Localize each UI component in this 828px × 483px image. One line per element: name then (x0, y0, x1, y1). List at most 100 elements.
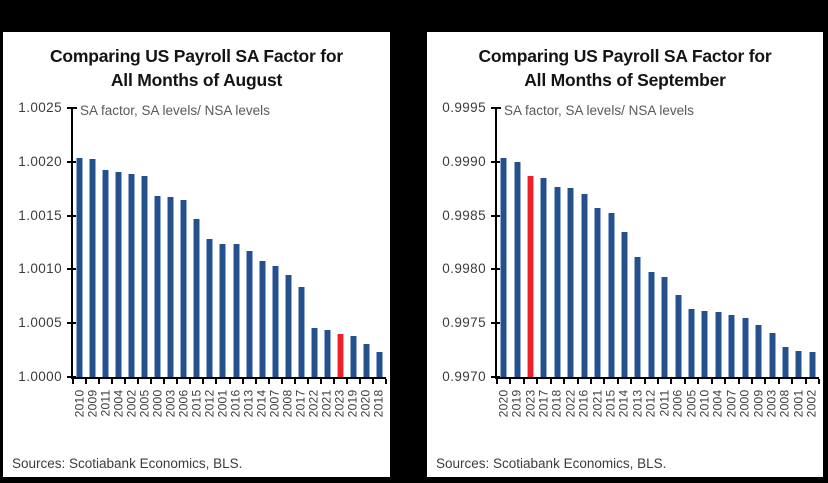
x-axis-tick-label: 2004 (111, 389, 126, 418)
bar-2003 (167, 197, 175, 377)
x-axis-tick-label: 2018 (549, 389, 564, 418)
bar-2013 (634, 256, 642, 377)
x-axis-tick-label: 2020 (496, 389, 511, 418)
bar-2007 (271, 266, 279, 377)
x-axis-tick (818, 379, 820, 384)
y-axis-tick-label: 1.0010 (18, 261, 62, 277)
x-axis-tick (576, 379, 579, 384)
chart-title-line2: All Months of September (524, 70, 726, 90)
x-axis-tick (385, 379, 387, 384)
source-note: Sources: Scotiabank Economics, BLS. (12, 456, 243, 471)
bar-2020 (362, 343, 370, 377)
x-axis-line (495, 377, 819, 379)
x-axis-tick (371, 379, 374, 384)
bar-2019 (349, 336, 357, 377)
x-axis-tick-label: 2001 (791, 389, 806, 418)
x-axis-line (71, 377, 386, 379)
y-axis-tick-label: 0.9980 (442, 261, 486, 277)
x-axis-tick-label: 2009 (751, 389, 766, 418)
x-axis-tick (643, 379, 646, 384)
chart-title-line2: All Months of August (110, 70, 283, 90)
bar-2012 (647, 271, 655, 377)
x-axis-tick-label: 2011 (657, 389, 672, 417)
bar-2000 (154, 196, 162, 377)
y-axis-line (495, 107, 497, 379)
x-axis-tick (111, 379, 114, 384)
x-axis-tick-label: 2004 (710, 389, 725, 418)
x-axis-tick (616, 379, 619, 384)
y-axis-labels: 1.0000 1.0005 1.0010 1.0015 1.0020 1.0025 (3, 100, 65, 384)
x-axis-tick (241, 379, 244, 384)
x-axis-tick-label: 2000 (737, 389, 752, 418)
y-axis-tick-label: 0.9975 (442, 315, 486, 331)
x-axis-tick (657, 379, 659, 384)
x-axis-tick-label: 2022 (563, 389, 578, 418)
bar-2000 (741, 317, 749, 377)
bar-2014 (620, 231, 628, 377)
x-axis-tick-label: 2015 (189, 389, 204, 418)
bar-2015 (607, 213, 615, 377)
y-axis-tick-label: 1.0025 (18, 100, 62, 115)
x-axis-tick (496, 379, 498, 384)
bar-2017 (540, 177, 548, 377)
x-axis-tick (549, 379, 552, 384)
x-axis-tick-label: 2011 (98, 389, 113, 417)
plot-area: SA factor, SA levels/ NSA levels (67, 103, 387, 384)
x-axis-tick (267, 379, 270, 384)
x-axis-tick (777, 379, 780, 384)
x-axis-tick-label: 2019 (509, 389, 524, 418)
y-axis-tick (491, 107, 501, 109)
y-axis-tick (67, 322, 77, 325)
x-axis-tick (563, 379, 566, 384)
x-axis-tick (358, 379, 361, 384)
bar-2017 (297, 286, 305, 377)
y-axis-tick-label: 0.9985 (442, 207, 486, 223)
x-axis-tick (176, 379, 179, 384)
bar-2022 (310, 327, 318, 377)
y-axis-tick (67, 268, 77, 271)
x-axis-tick-label: 2017 (536, 389, 551, 418)
x-axis-tick-label: 2000 (150, 389, 165, 418)
x-axis-tick (189, 379, 192, 384)
x-axis-tick (522, 379, 525, 384)
bar-2011 (661, 276, 669, 377)
y-axis-line (71, 107, 73, 379)
bar-2008 (781, 346, 789, 377)
bar-2021 (323, 329, 331, 377)
bar-2001 (219, 243, 227, 377)
x-axis-tick-label: 2006 (670, 389, 685, 418)
x-axis-tick (750, 379, 753, 384)
bar-2001 (795, 351, 803, 377)
bar-2015 (193, 218, 201, 377)
x-axis-tick (228, 379, 231, 384)
y-axis-tick (67, 107, 77, 109)
x-axis-tick-label: 2002 (804, 389, 819, 418)
x-axis-tick-label: 2007 (724, 389, 739, 418)
x-axis-tick (293, 379, 296, 384)
x-axis-tick (150, 379, 153, 384)
x-axis-tick (332, 379, 335, 384)
chart-title-line1: Comparing US Payroll SA Factor for (478, 46, 772, 66)
bar-2018 (375, 352, 383, 377)
x-axis-tick (215, 379, 218, 384)
x-axis-tick (280, 379, 283, 384)
x-axis-tick-label: 2008 (777, 389, 792, 418)
chart-panel-september: Comparing US Payroll SA Factor for All M… (427, 32, 823, 477)
x-axis-tick-label: 2012 (202, 389, 217, 418)
y-axis-tick (67, 160, 77, 163)
bar-2006 (674, 295, 682, 377)
x-axis-tick-label: 2023 (523, 389, 538, 418)
x-axis-tick (306, 379, 309, 384)
x-axis-tick (630, 379, 633, 384)
x-axis-tick (737, 379, 740, 384)
x-axis-tick (163, 379, 166, 384)
y-axis-tick-label: 1.0015 (18, 207, 62, 223)
x-axis-tick (791, 379, 794, 384)
bar-2018 (553, 186, 561, 377)
bar-2016 (580, 194, 588, 377)
x-axis-tick (345, 379, 348, 384)
bar-2014 (258, 260, 266, 377)
x-axis-tick-label: 2014 (616, 389, 631, 418)
bar-2004 (714, 312, 722, 377)
x-axis-tick-label: 2013 (630, 389, 645, 418)
